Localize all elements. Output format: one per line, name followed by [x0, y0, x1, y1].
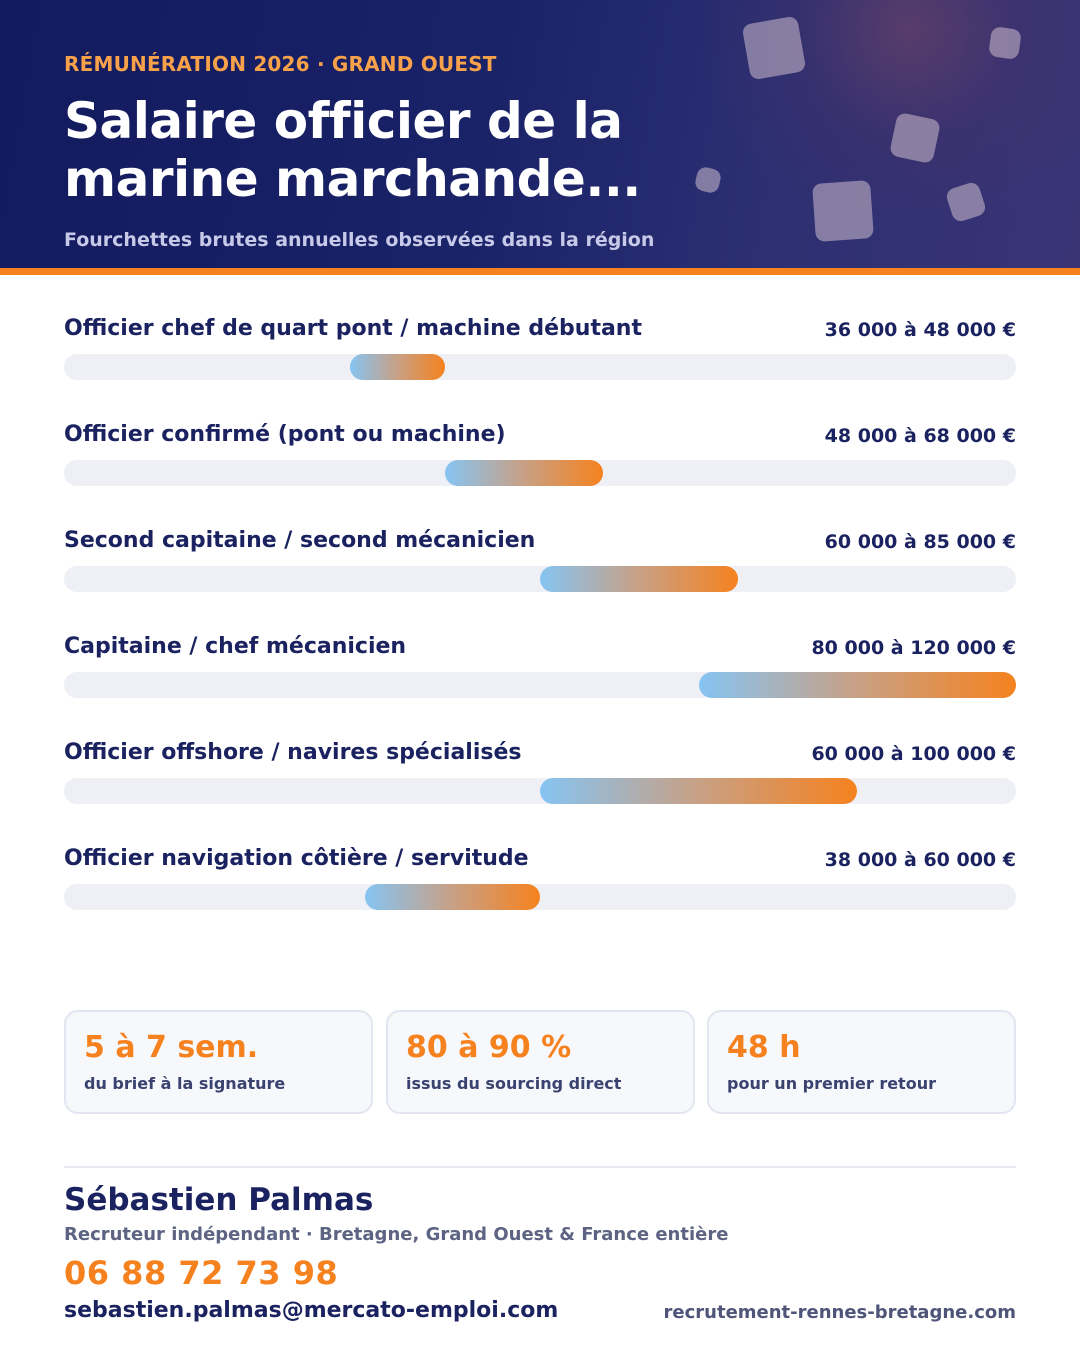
row-value-label: 60 000 à 100 000 €: [811, 743, 1016, 765]
row-label: Officier navigation côtière / servitude: [64, 846, 529, 871]
bar-track: [64, 672, 1016, 698]
stats-row: 5 à 7 sem. du brief à la signature 80 à …: [64, 1010, 1016, 1114]
bar-track: [64, 778, 1016, 804]
decorative-square: [888, 111, 942, 165]
eyebrow-label: RÉMUNÉRATION 2026 · GRAND OUEST: [64, 52, 497, 76]
bar-track: [64, 354, 1016, 380]
header-banner: RÉMUNÉRATION 2026 · GRAND OUEST Salaire …: [0, 0, 1080, 268]
bar-track: [64, 566, 1016, 592]
stat-card-sourcing: 80 à 90 % issus du sourcing direct: [386, 1010, 695, 1114]
contact-website-link[interactable]: recrutement-rennes-bretagne.com: [663, 1302, 1016, 1323]
stat-caption: issus du sourcing direct: [406, 1074, 622, 1093]
range-bar: [349, 354, 445, 380]
stat-card-delay: 5 à 7 sem. du brief à la signature: [64, 1010, 373, 1114]
row-label: Officier chef de quart pont / machine dé…: [64, 316, 642, 341]
row-label: Officier offshore / navires spécialisés: [64, 740, 522, 765]
decorative-square: [812, 180, 874, 242]
row-label: Second capitaine / second mécanicien: [64, 528, 536, 553]
row-value-label: 80 000 à 120 000 €: [811, 637, 1016, 659]
chart-row: Capitaine / chef mécanicien 80 000 à 120 …: [64, 634, 1016, 740]
row-value-label: 36 000 à 48 000 €: [824, 319, 1016, 341]
bar-track: [64, 460, 1016, 486]
range-bar: [444, 460, 604, 486]
row-value-label: 48 000 à 68 000 €: [824, 425, 1016, 447]
bar-track: [64, 884, 1016, 910]
row-label: Capitaine / chef mécanicien: [64, 634, 407, 659]
range-bar: [540, 566, 739, 592]
chart-row: Officier chef de quart pont / machine dé…: [64, 316, 1016, 422]
contact-name: Sébastien Palmas: [64, 1182, 374, 1218]
page-subtitle: Fourchettes brutes annuelles observées d…: [64, 229, 655, 251]
range-bar: [540, 778, 858, 804]
stat-value: 80 à 90 %: [406, 1030, 572, 1065]
chart-row: Officier offshore / navires spécialisés 6…: [64, 740, 1016, 846]
stat-value: 5 à 7 sem.: [84, 1030, 259, 1065]
decorative-square: [988, 26, 1022, 60]
stat-caption: du brief à la signature: [84, 1074, 286, 1093]
page-title: Salaire officier de la marine marchande.…: [64, 92, 641, 208]
decorative-square: [741, 15, 807, 81]
chart-row: Officier navigation côtière / servitude 3…: [64, 846, 1016, 952]
range-bar: [698, 672, 1016, 698]
chart-row: Officier confirmé (pont ou machine) 48 00…: [64, 422, 1016, 528]
contact-phone-link[interactable]: 06 88 72 73 98: [64, 1254, 339, 1292]
stat-value: 48 h: [727, 1030, 801, 1065]
row-label: Officier confirmé (pont ou machine): [64, 422, 506, 447]
header-divider: [0, 268, 1080, 275]
contact-email-link[interactable]: sebastien.palmas@mercato-emploi.com: [64, 1298, 559, 1323]
salary-range-chart: Officier chef de quart pont / machine dé…: [64, 316, 1016, 952]
chart-row: Second capitaine / second mécanicien 60 0…: [64, 528, 1016, 634]
stat-card-response: 48 h pour un premier retour: [707, 1010, 1016, 1114]
footer-divider: [64, 1166, 1016, 1168]
stat-caption: pour un premier retour: [727, 1074, 936, 1093]
row-value-label: 60 000 à 85 000 €: [824, 531, 1016, 553]
row-value-label: 38 000 à 60 000 €: [824, 849, 1016, 871]
range-bar: [365, 884, 540, 910]
contact-role: Recruteur indépendant · Bretagne, Grand …: [64, 1224, 729, 1245]
